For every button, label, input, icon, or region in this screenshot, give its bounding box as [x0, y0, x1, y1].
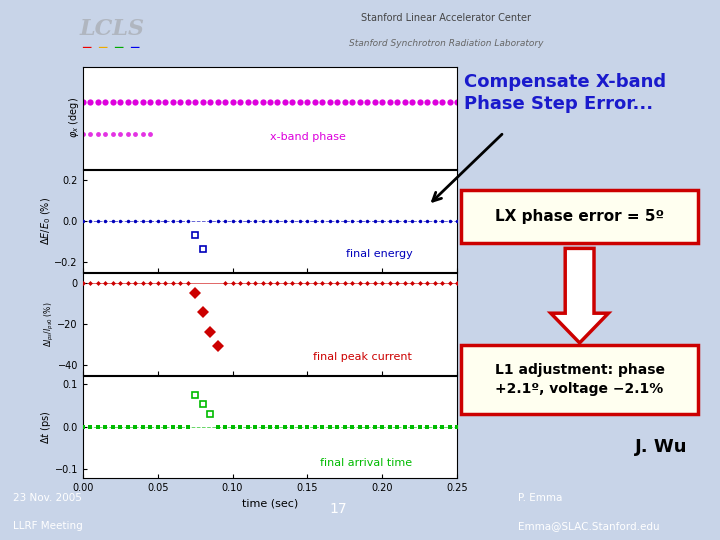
X-axis label: time (sec): time (sec) [242, 498, 298, 508]
Text: final energy: final energy [346, 248, 413, 259]
Text: 17: 17 [330, 502, 347, 516]
Text: LX phase error = 5º: LX phase error = 5º [495, 209, 664, 224]
Text: final arrival time: final arrival time [320, 458, 413, 468]
Text: 23 Nov. 2005: 23 Nov. 2005 [13, 493, 82, 503]
Text: LCLS: LCLS [79, 18, 144, 39]
Text: P. Emma: P. Emma [518, 493, 563, 503]
Y-axis label: $\Delta E/E_0$ (%): $\Delta E/E_0$ (%) [40, 197, 53, 245]
Text: ─: ─ [82, 41, 91, 55]
Y-axis label: $\Delta I_{ps}/I_{ps0}$ (%): $\Delta I_{ps}/I_{ps0}$ (%) [43, 301, 56, 347]
Text: J. Wu: J. Wu [635, 438, 688, 456]
Text: LLRF Meeting: LLRF Meeting [13, 521, 83, 531]
Text: Stanford Synchrotron Radiation Laboratory: Stanford Synchrotron Radiation Laborator… [349, 39, 544, 48]
Text: Emma@SLAC.Stanford.edu: Emma@SLAC.Stanford.edu [518, 521, 660, 531]
Y-axis label: $\varphi_x$ (deg): $\varphi_x$ (deg) [68, 97, 81, 138]
Text: final peak current: final peak current [313, 352, 413, 362]
Text: ─: ─ [98, 41, 107, 55]
Text: Stanford Linear Accelerator Center: Stanford Linear Accelerator Center [361, 13, 531, 23]
Text: ─: ─ [130, 41, 138, 55]
Text: x-band phase: x-band phase [269, 132, 346, 143]
Y-axis label: $\Delta t$ (ps): $\Delta t$ (ps) [39, 410, 53, 444]
Text: ─: ─ [114, 41, 122, 55]
Text: L1 adjustment: phase
+2.1º, voltage −2.1%: L1 adjustment: phase +2.1º, voltage −2.1… [495, 363, 665, 396]
Text: Compensate X-band
Phase Step Error...: Compensate X-band Phase Step Error... [464, 73, 667, 113]
